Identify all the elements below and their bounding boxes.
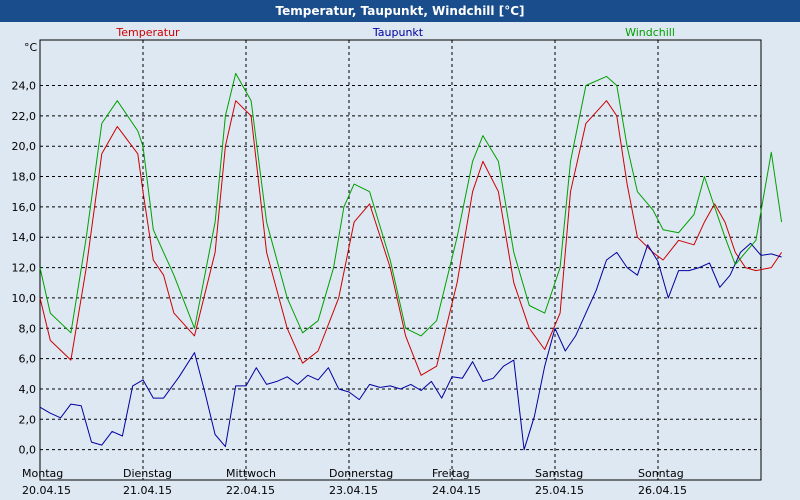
legend-taupunkt: Taupunkt	[372, 26, 424, 39]
y-tick-label: 6,0	[19, 353, 37, 366]
x-tick-date-label: 25.04.15	[535, 484, 584, 497]
plot-frame	[39, 39, 762, 481]
legend-temperatur: Temperatur	[115, 26, 180, 39]
y-tick-label: 8,0	[19, 322, 37, 335]
series-lines	[39, 72, 783, 451]
x-tick-date-label: 26.04.15	[638, 484, 687, 497]
series-line-temperatur	[39, 100, 783, 376]
x-tick-day-label: Donnerstag	[329, 467, 393, 480]
x-tick-date-label: 20.04.15	[22, 484, 71, 497]
x-axis-ticks: Montag 20.04.15 Dienstag 21.04.15 Mittwoch 22…	[22, 467, 687, 497]
y-axis-ticks: 0,0 2,0 4,0 6,0 8,0 10,0 12,0 14,0 16,0 18,0 20,0 2…	[12, 80, 37, 457]
y-tick-label: 4,0	[19, 383, 37, 396]
y-tick-label: 2,0	[19, 413, 37, 426]
series-line-windchill	[39, 72, 783, 337]
y-tick-label: 22,0	[12, 110, 37, 123]
x-tick-date-label: 22.04.15	[226, 484, 275, 497]
x-tick-day-label: Samstag	[535, 467, 583, 480]
y-tick-label: 16,0	[12, 201, 37, 214]
y-tick-label: 12,0	[12, 262, 37, 275]
y-tick-label: 10,0	[12, 292, 37, 305]
x-tick-day-label: Dienstag	[123, 467, 172, 480]
y-axis-unit-label: °C	[24, 41, 38, 54]
x-tick-day-label: Freitag	[432, 467, 470, 480]
x-tick-date-label: 23.04.15	[329, 484, 378, 497]
y-tick-label: 20,0	[12, 140, 37, 153]
y-tick-label: 0,0	[19, 444, 37, 457]
y-tick-label: 18,0	[12, 171, 37, 184]
y-tick-label: 14,0	[12, 231, 37, 244]
x-tick-date-label: 24.04.15	[432, 484, 481, 497]
legend-windchill: Windchill	[625, 26, 675, 39]
chart-title: Temperatur, Taupunkt, Windchill [°C]	[0, 0, 800, 22]
x-tick-day-label: Montag	[22, 467, 63, 480]
x-tick-date-label: 21.04.15	[123, 484, 172, 497]
x-tick-day-label: Sonntag	[638, 467, 684, 480]
chart-area: °C Temperatur Taupunkt Windchill 0,0 2,0 4…	[12, 26, 783, 497]
x-tick-day-label: Mittwoch	[226, 467, 276, 480]
y-tick-label: 24,0	[12, 80, 37, 93]
grid-lines	[40, 40, 761, 480]
series-line-taupunkt	[39, 242, 782, 451]
